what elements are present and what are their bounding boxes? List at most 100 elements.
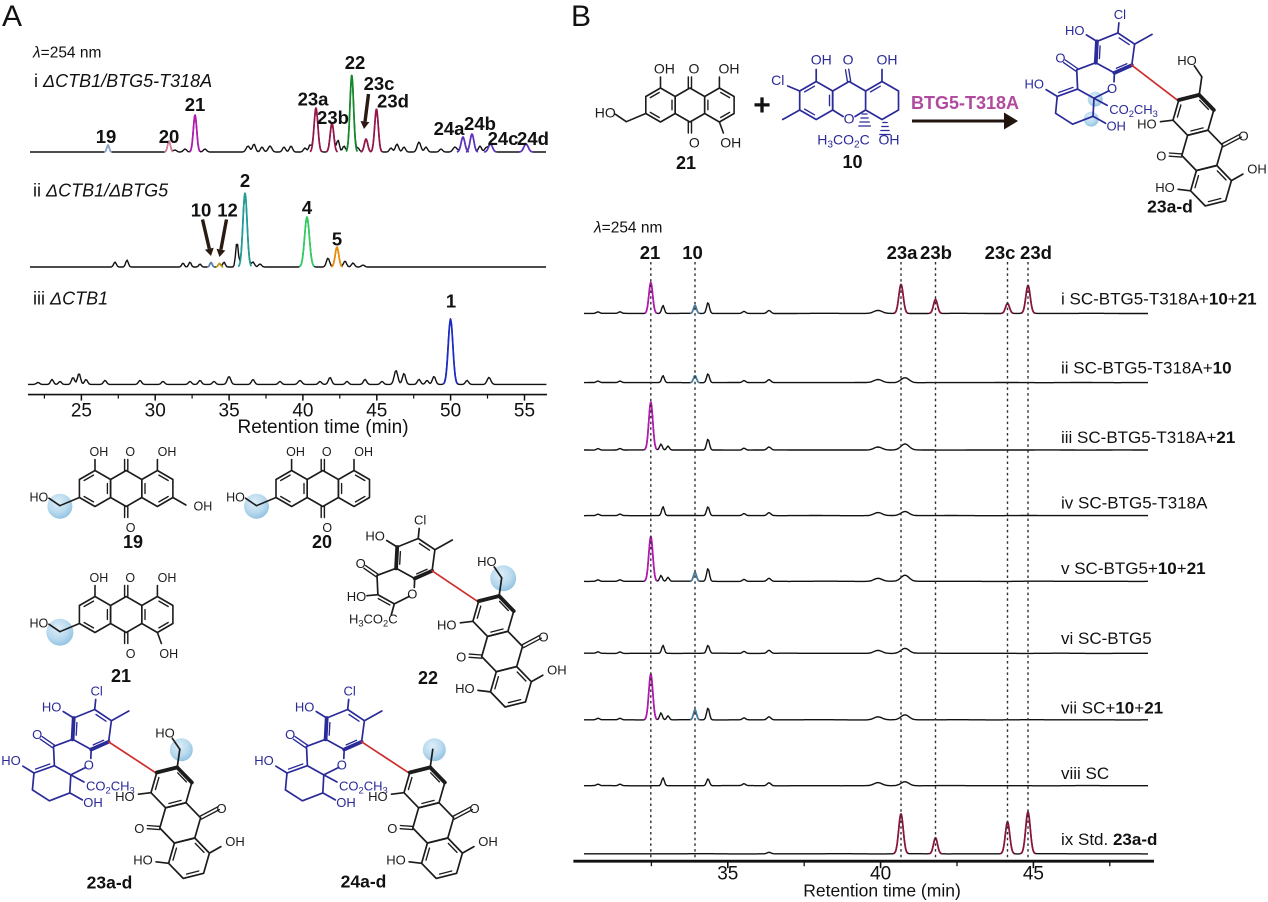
svg-text:Cl: Cl [771,72,784,88]
svg-text:O: O [843,52,854,68]
svg-text:OH: OH [811,52,832,68]
svg-text:24c: 24c [488,128,519,149]
svg-text:O: O [32,727,42,742]
svg-text:55: 55 [514,401,535,422]
svg-text:OH: OH [336,795,356,810]
svg-text:4: 4 [302,197,313,218]
svg-text:CO2CH3: CO2CH3 [1109,102,1158,119]
svg-text:HO: HO [1137,116,1157,131]
svg-text:H3CO2C: H3CO2C [349,612,398,629]
svg-text:HO: HO [1155,180,1175,195]
svg-text:O: O [84,757,94,772]
svg-text:HO: HO [1,753,21,768]
svg-text:λ=254 nm: λ=254 nm [593,220,662,237]
svg-text:HO: HO [1024,76,1044,91]
svg-text:BTG5-T318A: BTG5-T318A [911,93,1019,113]
svg-text:ix Std. 23a-d: ix Std. 23a-d [1061,830,1157,849]
svg-text:B: B [571,0,591,33]
svg-text:24a-d: 24a-d [341,872,387,892]
svg-text:OH: OH [1247,162,1267,177]
svg-text:O: O [356,556,366,571]
svg-text:19: 19 [123,532,143,552]
svg-text:HO: HO [365,529,385,544]
svg-text:HO: HO [295,700,315,715]
svg-text:O: O [1107,81,1117,96]
svg-text:21: 21 [111,666,131,686]
svg-text:OH: OH [225,834,245,849]
svg-text:OH: OH [719,60,740,76]
svg-text:40: 40 [292,401,313,422]
svg-text:λ=254 nm: λ=254 nm [32,45,101,62]
svg-text:O: O [322,445,332,459]
svg-text:OH: OH [90,571,109,585]
svg-text:20: 20 [159,126,180,147]
svg-text:22: 22 [418,668,438,688]
svg-text:OH: OH [83,795,103,810]
svg-text:HO: HO [30,491,49,505]
svg-text:21: 21 [640,242,661,263]
svg-text:Cl: Cl [414,513,426,528]
svg-text:23d: 23d [1020,242,1052,263]
svg-text:19: 19 [96,126,117,147]
svg-text:10: 10 [682,242,703,263]
svg-text:23b: 23b [920,242,952,263]
svg-text:23a: 23a [887,242,919,263]
svg-text:O: O [217,801,227,816]
svg-text:OH: OH [194,499,213,513]
svg-text:23c: 23c [364,73,395,94]
svg-text:HO: HO [115,789,135,804]
svg-text:HO: HO [347,589,367,604]
svg-text:ii ΔCTB1/ΔBTG5: ii ΔCTB1/ΔBTG5 [33,181,169,201]
svg-text:OH: OH [547,663,567,678]
svg-text:iii SC-BTG5-T318A+21: iii SC-BTG5-T318A+21 [1061,428,1235,447]
svg-text:O: O [322,521,332,535]
svg-text:O: O [844,111,855,127]
svg-text:5: 5 [332,229,342,250]
svg-text:1: 1 [446,291,456,312]
svg-text:OH: OH [159,647,178,661]
svg-text:23a-d: 23a-d [1147,197,1193,217]
svg-text:23c: 23c [985,242,1016,263]
svg-text:HO: HO [133,852,153,867]
svg-text:20: 20 [312,532,332,552]
svg-text:10: 10 [191,200,212,221]
svg-text:Cl: Cl [344,684,356,699]
svg-text:2: 2 [240,170,250,191]
svg-text:O: O [125,571,135,585]
svg-text:25: 25 [71,401,92,422]
svg-text:24d: 24d [517,128,549,149]
svg-text:23b: 23b [317,107,349,128]
svg-text:OH: OH [654,60,675,76]
svg-text:ii SC-BTG5-T318A+10: ii SC-BTG5-T318A+10 [1061,359,1232,378]
svg-text:Retention time (min): Retention time (min) [237,417,408,438]
svg-text:HO: HO [1177,53,1197,68]
svg-text:24a: 24a [434,118,466,139]
svg-text:OH: OH [354,445,373,459]
svg-text:O: O [689,135,700,151]
svg-text:OH: OH [1106,118,1126,133]
svg-text:O: O [688,60,699,76]
svg-text:24b: 24b [464,113,496,134]
svg-text:A: A [2,0,22,33]
svg-text:35: 35 [219,401,240,422]
svg-text:iv SC-BTG5-T318A: iv SC-BTG5-T318A [1061,494,1208,513]
svg-text:OH: OH [720,135,741,151]
svg-text:O: O [407,586,417,601]
svg-text:10: 10 [842,152,862,172]
svg-text:vii SC+10+21: vii SC+10+21 [1061,699,1163,718]
svg-text:OH: OH [478,834,498,849]
svg-text:O: O [126,647,136,661]
svg-text:viii SC: viii SC [1061,764,1109,783]
svg-text:CO2CH3: CO2CH3 [86,779,135,796]
svg-text:HO: HO [386,852,406,867]
svg-text:30: 30 [145,401,166,422]
svg-text:OH: OH [877,52,898,68]
svg-text:23a: 23a [298,89,330,110]
svg-text:O: O [470,801,480,816]
svg-text:HO: HO [30,617,49,631]
svg-text:HO: HO [455,681,475,696]
svg-text:45: 45 [366,401,387,422]
svg-text:35: 35 [717,864,738,885]
svg-text:HO: HO [595,105,616,121]
svg-text:HO: HO [477,554,497,569]
